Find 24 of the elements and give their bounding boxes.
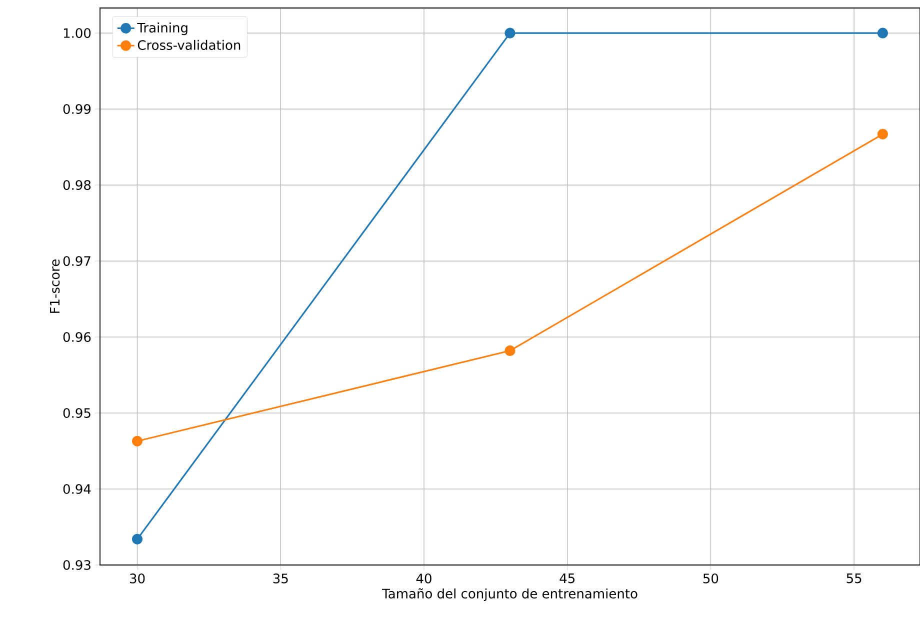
y-tick-label: 0.93 bbox=[63, 560, 90, 570]
point bbox=[504, 28, 516, 38]
point bbox=[504, 345, 516, 356]
x-tick-label: 30 bbox=[130, 574, 145, 584]
point bbox=[132, 436, 143, 446]
y-tick-label: 0.97 bbox=[63, 256, 90, 266]
x-tick-label: 50 bbox=[703, 574, 718, 584]
y-axis-title: F1-score bbox=[50, 259, 60, 313]
y-tick-label: 0.99 bbox=[63, 104, 91, 114]
y-tick-label: 1.00 bbox=[64, 28, 91, 38]
x-tick-label: 45 bbox=[560, 574, 574, 584]
y-tick-label: 0.94 bbox=[63, 484, 91, 494]
x-tick-label: 55 bbox=[846, 574, 862, 584]
x-tick-label: 40 bbox=[416, 574, 432, 584]
x-axis-title: Tamaño del conjunto de entrenamiento bbox=[382, 588, 638, 602]
legend-label: Cross-validation bbox=[138, 40, 240, 50]
y-tick-label: 0.95 bbox=[63, 408, 90, 418]
y-tick-label: 0.96 bbox=[63, 332, 91, 342]
legend-label: Training bbox=[137, 22, 188, 36]
point bbox=[877, 128, 888, 140]
x-tick-label: 35 bbox=[273, 574, 288, 584]
point bbox=[877, 28, 888, 38]
point bbox=[132, 534, 143, 544]
y-tick-label: 0.98 bbox=[63, 180, 91, 190]
